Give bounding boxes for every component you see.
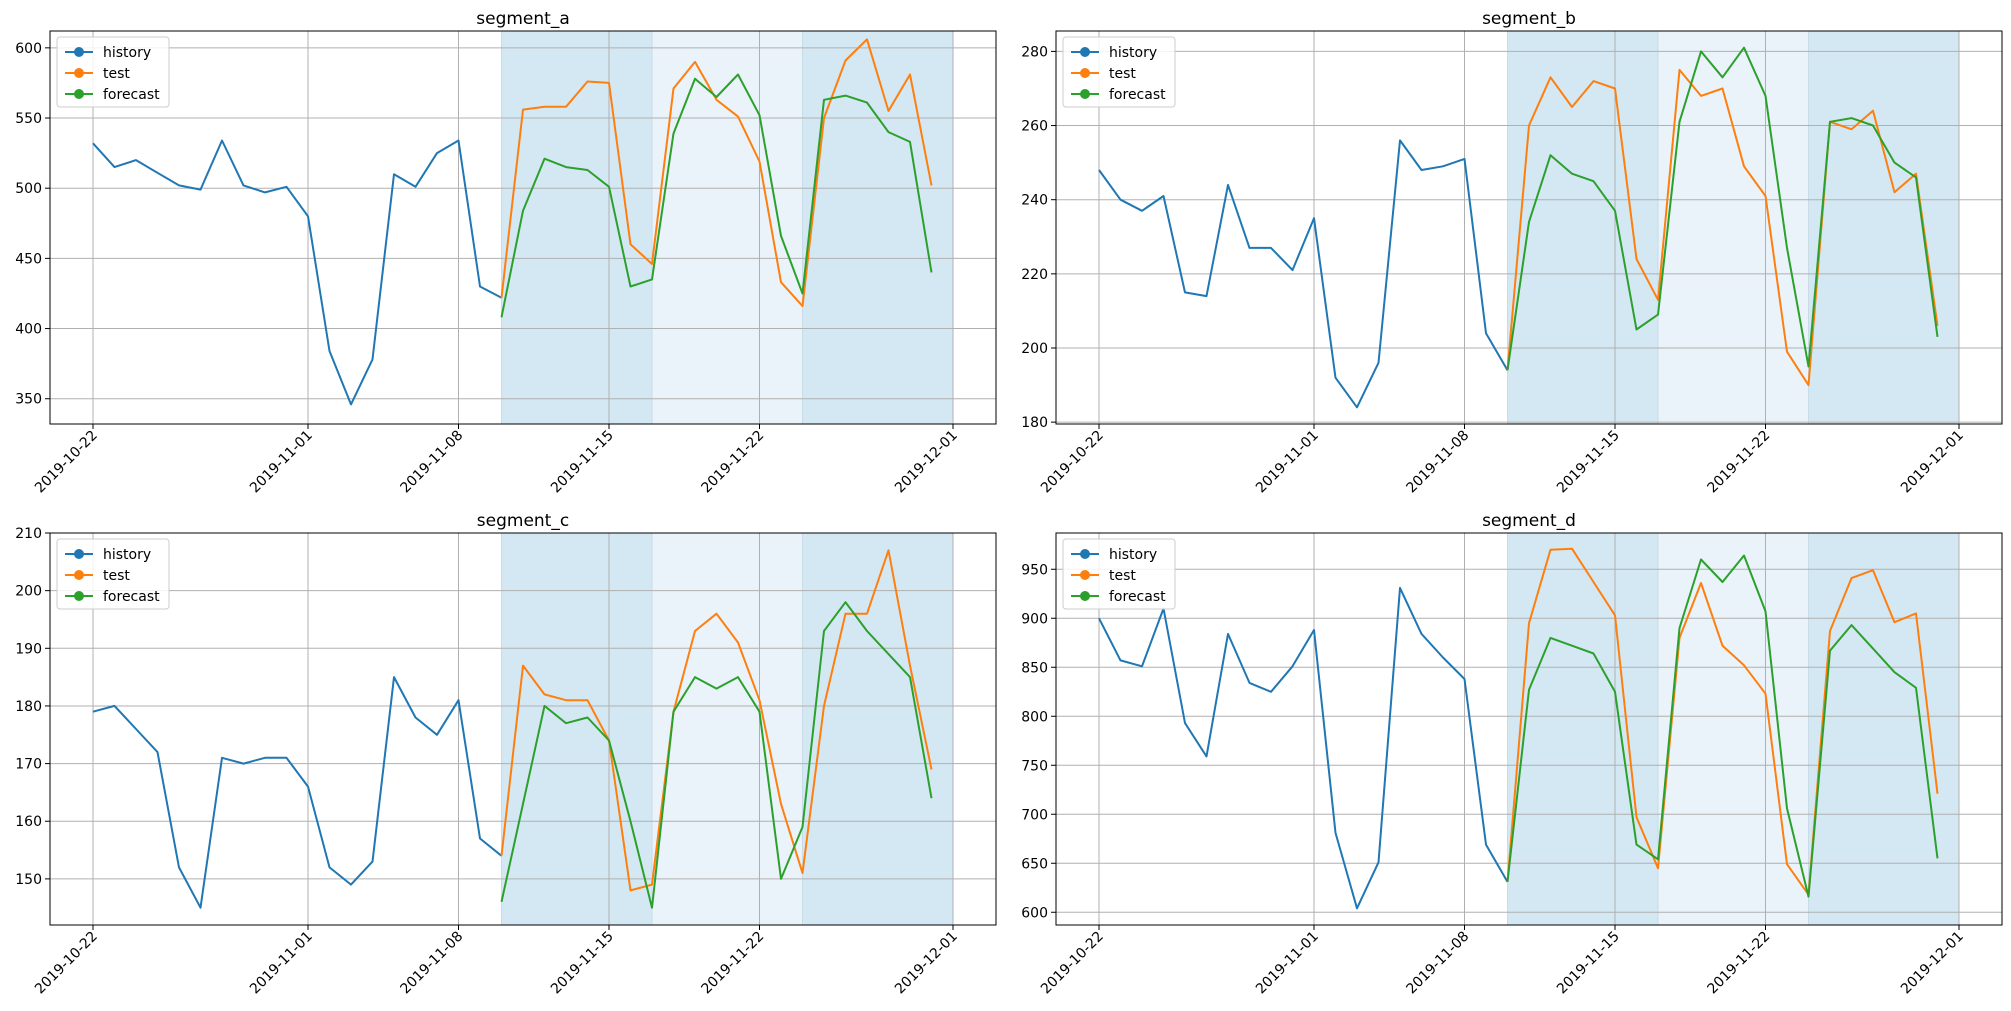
legend-marker-test: [1080, 68, 1090, 78]
series-line-test: [1506, 547, 1939, 896]
axes-frame: [49, 532, 997, 926]
fold-band: [501, 533, 652, 925]
fold-band: [1808, 31, 1959, 424]
y-tick-label: 550: [15, 111, 42, 127]
series-line-test: [1506, 68, 1939, 387]
legend-box: [1062, 538, 1176, 610]
legend-marker-history: [74, 47, 84, 57]
y-tick-label: 240: [1021, 193, 1048, 209]
series-line-forecast: [500, 73, 933, 318]
y-tick-label: 400: [15, 322, 42, 338]
legend-label-test: test: [1109, 66, 1136, 82]
fold-band: [652, 31, 803, 424]
series-line-history: [1098, 586, 1509, 910]
legend-label-history: history: [103, 45, 151, 61]
y-tick-label: 200: [1021, 341, 1048, 357]
y-tick-label: 500: [15, 181, 42, 197]
legend-marker-history: [1080, 549, 1090, 559]
y-tick-label: 600: [1021, 905, 1048, 921]
legend-marker-history: [1080, 47, 1090, 57]
axes-frame: [49, 30, 997, 425]
legend-box: [56, 36, 170, 108]
y-tick-label: 260: [1021, 119, 1048, 135]
y-tick-label: 450: [15, 251, 42, 267]
legend-label-history: history: [103, 547, 151, 563]
axes-frame: [1055, 532, 2003, 926]
series-line-history: [1098, 139, 1509, 409]
y-tick-label: 750: [1021, 758, 1048, 774]
series-line-history: [92, 139, 502, 406]
y-tick-label: 170: [15, 757, 42, 773]
series-line-forecast: [1506, 554, 1939, 898]
legend-marker-forecast: [1080, 591, 1090, 601]
y-tick-label: 650: [1021, 856, 1048, 872]
series-line-history: [92, 676, 503, 909]
legend-marker-test: [74, 68, 84, 78]
legend-box: [1062, 36, 1176, 108]
legend-box: [56, 538, 170, 610]
y-tick-label: 210: [15, 526, 42, 542]
legend-label-forecast: forecast: [1109, 589, 1166, 605]
legend-marker-test: [74, 570, 84, 580]
y-tick-label: 900: [1021, 611, 1048, 627]
chart-title: segment_a: [476, 9, 569, 29]
y-tick-label: 800: [1021, 709, 1048, 725]
legend-label-forecast: forecast: [1109, 87, 1166, 103]
fold-band: [1507, 31, 1658, 424]
y-tick-label: 600: [15, 41, 42, 57]
fold-band: [1658, 31, 1809, 424]
y-tick-label: 950: [1021, 562, 1048, 578]
legend-label-history: history: [1109, 547, 1157, 563]
chart-title: segment_d: [1482, 511, 1576, 531]
fold-band: [652, 533, 803, 925]
legend-label-test: test: [1109, 568, 1136, 584]
axes-frame: [1055, 30, 2003, 425]
series-line-forecast: [1506, 46, 1939, 371]
legend-marker-test: [1080, 570, 1090, 580]
fold-band: [501, 31, 652, 424]
legend-marker-forecast: [1080, 89, 1090, 99]
legend-label-test: test: [103, 66, 130, 82]
legend-label-history: history: [1109, 45, 1157, 61]
y-tick-label: 150: [15, 872, 42, 888]
y-tick-label: 350: [15, 392, 42, 408]
y-tick-label: 200: [15, 584, 42, 600]
legend-marker-history: [74, 549, 84, 559]
legend-label-forecast: forecast: [103, 589, 160, 605]
legend-marker-forecast: [74, 591, 84, 601]
legend-label-forecast: forecast: [103, 87, 160, 103]
y-tick-label: 280: [1021, 44, 1048, 60]
chart-title: segment_c: [477, 511, 569, 531]
legend-label-test: test: [103, 568, 130, 584]
fold-band: [802, 31, 953, 424]
fold-band: [1808, 533, 1959, 925]
y-tick-label: 220: [1021, 267, 1048, 283]
chart-title: segment_b: [1482, 9, 1576, 29]
y-tick-label: 190: [15, 641, 42, 657]
y-tick-label: 180: [15, 699, 42, 715]
y-tick-label: 850: [1021, 660, 1048, 676]
series-line-test: [500, 549, 933, 892]
series-line-forecast: [500, 601, 933, 909]
fold-band: [1507, 533, 1658, 925]
legend-marker-forecast: [74, 89, 84, 99]
fold-band: [802, 533, 953, 925]
y-tick-label: 160: [15, 814, 42, 830]
y-tick-label: 180: [1021, 415, 1048, 431]
series-line-test: [500, 38, 933, 308]
fold-band: [1658, 533, 1809, 925]
y-tick-label: 700: [1021, 807, 1048, 823]
